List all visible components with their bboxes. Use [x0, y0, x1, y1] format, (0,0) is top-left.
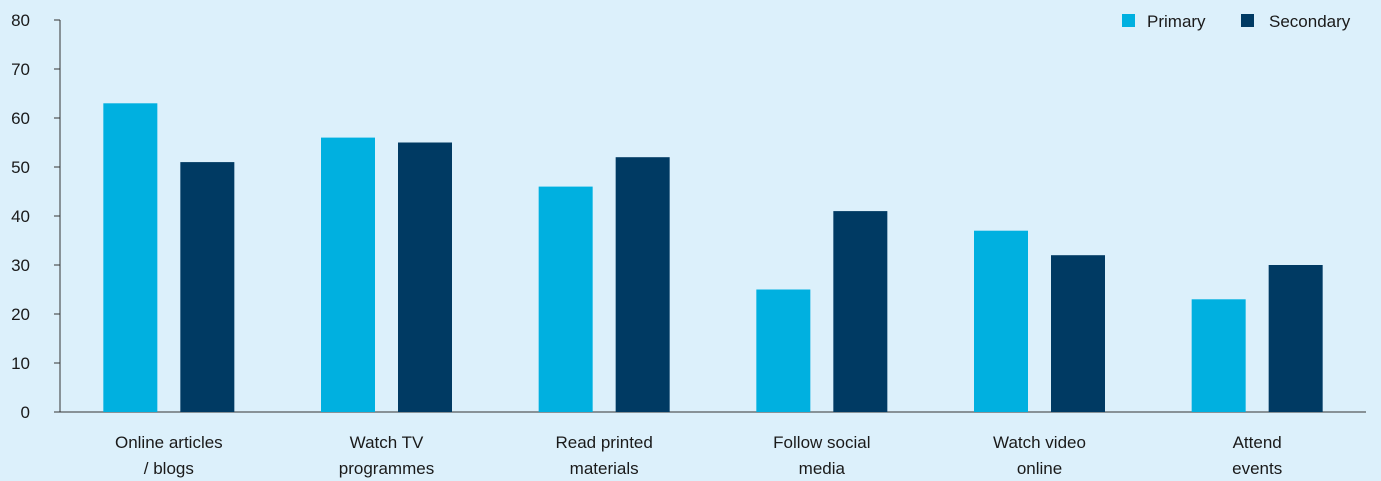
x-category-label: Watch TV	[350, 433, 424, 452]
bar-secondary-3	[833, 211, 888, 412]
y-tick-label: 30	[11, 256, 30, 275]
bars	[103, 103, 1323, 413]
legend-label-secondary: Secondary	[1269, 12, 1351, 31]
legend-swatch-secondary	[1241, 14, 1254, 27]
bar-primary-2	[538, 186, 593, 412]
x-category-label: Watch video	[993, 433, 1086, 452]
y-tick-label: 50	[11, 158, 30, 177]
x-category-label: materials	[570, 459, 639, 478]
bar-secondary-5	[1268, 265, 1323, 412]
y-tick-label: 0	[21, 403, 30, 422]
x-category-label: Attend	[1233, 433, 1282, 452]
legend: Primary Secondary	[1122, 12, 1351, 31]
y-tick-label: 60	[11, 109, 30, 128]
y-tick-label: 80	[11, 11, 30, 30]
legend-swatch-primary	[1122, 14, 1135, 27]
x-category-label: media	[799, 459, 846, 478]
bar-primary-0	[103, 103, 158, 413]
x-category-label: Follow social	[773, 433, 870, 452]
axes	[59, 20, 1366, 413]
legend-label-primary: Primary	[1147, 12, 1206, 31]
bar-secondary-2	[615, 157, 670, 412]
y-axis-ticks: 0 10 20 30 40 50 60 70 80	[11, 11, 60, 422]
x-category-label: Read printed	[555, 433, 652, 452]
x-category-label: programmes	[339, 459, 434, 478]
x-category-label: / blogs	[144, 459, 194, 478]
x-axis-labels: Online articles / blogs Watch TV programmes…	[115, 433, 1282, 478]
bar-secondary-0	[180, 162, 235, 412]
x-category-label: online	[1017, 459, 1062, 478]
bar-secondary-4	[1051, 255, 1105, 412]
bar-primary-4	[974, 230, 1028, 412]
bar-primary-1	[321, 137, 375, 412]
y-tick-label: 20	[11, 305, 30, 324]
x-category-label: events	[1232, 459, 1282, 478]
y-tick-label: 10	[11, 354, 30, 373]
x-category-label: Online articles	[115, 433, 223, 452]
bar-primary-3	[756, 289, 811, 412]
y-tick-label: 70	[11, 60, 30, 79]
y-tick-label: 40	[11, 207, 30, 226]
bar-primary-5	[1191, 299, 1246, 412]
bar-secondary-1	[398, 142, 452, 412]
